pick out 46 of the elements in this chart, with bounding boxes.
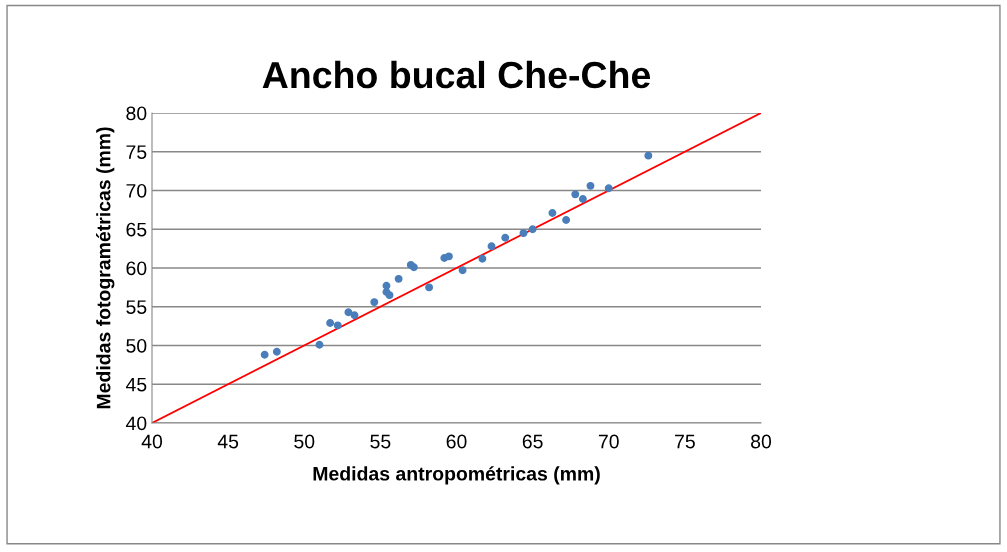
point [458,266,467,275]
x-axis-title: Medidas antropométricas (mm) [313,466,600,485]
y-tick-label: 40 [125,416,147,431]
point [519,229,528,238]
point [394,274,403,283]
point [370,298,379,307]
y-tick-label: 50 [126,338,147,353]
x-tick-label: 75 [675,434,695,449]
point [644,151,653,160]
x-tick-label: 50 [294,434,315,449]
y-tick-label: 80 [126,106,147,121]
point [604,184,613,193]
y-tick-label: 55 [126,300,147,314]
x-tick-label: 65 [522,434,543,449]
point [260,350,269,359]
point [333,321,342,330]
point [326,319,335,327]
y-tick-label: 75 [126,145,147,159]
point [444,252,453,261]
point [562,215,571,224]
point [528,225,537,234]
point [425,283,434,292]
x-tick-label: 55 [370,434,391,449]
chart-title: Ancho bucal Che-Che [262,60,651,89]
y-tick-label: 65 [126,222,147,237]
point [315,340,324,349]
x-tick-label: 60 [446,434,467,449]
point [586,181,595,190]
x-tick-label: 80 [751,434,772,449]
point [548,209,557,217]
y-tick-label: 60 [126,261,147,276]
y-tick-label: 70 [126,183,147,198]
point [571,190,580,199]
point [478,254,487,263]
x-tick-label: 40 [141,434,163,449]
x-tick-label: 70 [598,434,619,449]
point [501,233,510,242]
point [344,308,353,317]
y-tick-label: 45 [125,377,147,392]
point [385,291,394,300]
y-axis-title: Medidas fotogramétricas (mm) [96,127,115,409]
point [578,195,587,203]
point [487,242,496,251]
x-tick-label: 45 [217,434,239,449]
point [272,347,281,356]
point [350,311,359,320]
